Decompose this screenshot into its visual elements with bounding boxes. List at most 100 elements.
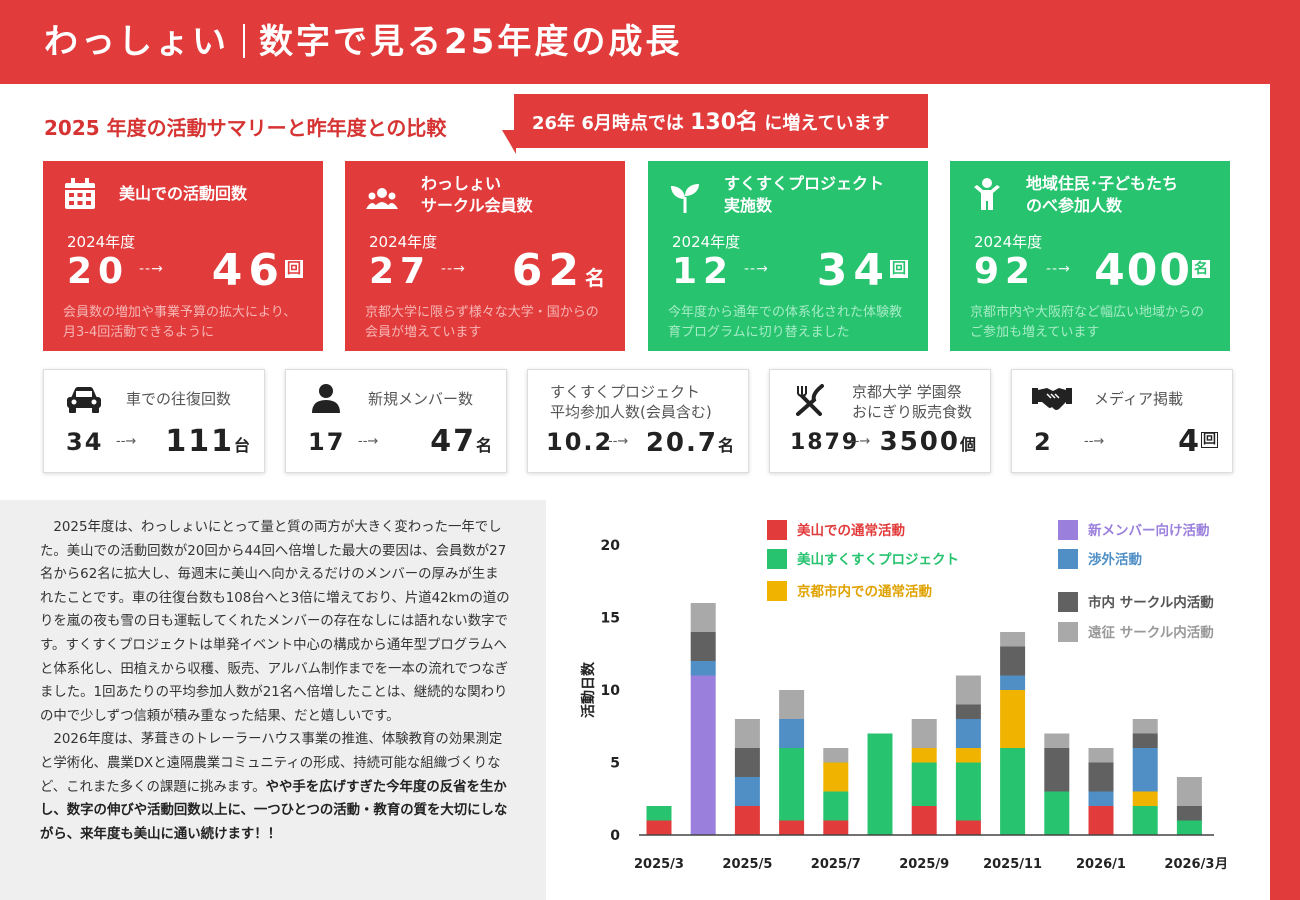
- x-tick-label: 2026/1: [1076, 857, 1126, 872]
- banner-prefix: 26年 6月時点では: [532, 113, 684, 134]
- card-unit: 名: [585, 266, 605, 290]
- legend-label: 市内 サークル内活動: [1088, 594, 1214, 611]
- card-unit: 回: [890, 260, 908, 278]
- bar-segment: [911, 719, 937, 748]
- card-from-value: 27: [369, 251, 432, 292]
- bar-segment: [734, 777, 760, 806]
- card-description: 京都市内や大阪府など幅広い地域からのご参加も増えています: [970, 305, 1205, 340]
- brand-name: わっしょい: [44, 22, 229, 62]
- bar-segment: [823, 791, 849, 821]
- card-title: すくすくプロジェクト 実施数: [724, 174, 885, 215]
- card-sukusuku-count: すくすくプロジェクト 実施数 2024年度 12 --→ 34 回 今年度から通年…: [648, 161, 928, 351]
- stat-unit: 名: [475, 436, 492, 455]
- bar-segment: [1000, 675, 1026, 690]
- card-year: 2024年度: [67, 233, 136, 251]
- card-arrow: --→: [744, 261, 769, 277]
- stat-label: 車での往復回数: [126, 390, 232, 408]
- bar-segment: [1088, 806, 1114, 835]
- banner-tail: [502, 130, 516, 154]
- bar-segment: [646, 806, 672, 821]
- card-to-value: 46 回: [211, 245, 303, 296]
- bar-segment: [911, 806, 937, 835]
- legend-label: 美山すくすくプロジェクト: [797, 551, 959, 568]
- card-unit: 名: [1192, 260, 1210, 278]
- title-text: 数字で見る25年度の成長: [259, 22, 683, 62]
- bar-segment: [911, 748, 937, 763]
- card-title: わっしょい サークル会員数: [421, 174, 533, 215]
- stat-to-value: 111台: [165, 424, 250, 459]
- bar-segment: [1044, 733, 1070, 748]
- bar-segment: [1088, 762, 1114, 792]
- car-icon: [67, 387, 101, 413]
- bar-segment: [1176, 806, 1202, 821]
- summary-text-panel: 2025年度は、わっしょいにとって量と質の両方が大きく変わった一年でした。美山で…: [0, 500, 546, 900]
- bar-segment: [1176, 777, 1202, 806]
- bar-segment: [955, 719, 981, 748]
- stat-from-value: 34: [66, 428, 104, 456]
- bar-segment: [1000, 748, 1026, 835]
- stat-to-value: 20.7名: [645, 428, 734, 458]
- card-arrow: --→: [139, 261, 164, 277]
- card-year: 2024年度: [369, 233, 438, 251]
- legend-swatch: [1058, 520, 1078, 540]
- summary-paragraph-2-emphasis: やや手を広げすぎた今年度の反省を生かし、数字の伸びや活動回数以上に、一つひとつの…: [40, 779, 508, 842]
- stat-from-value: 2: [1034, 428, 1053, 456]
- stat-arrow: --→: [850, 434, 871, 449]
- legend-swatch: [767, 520, 787, 540]
- bar-segment: [1132, 733, 1158, 748]
- bar-segment: [955, 748, 981, 763]
- page-title: わっしょい 数字で見る25年度の成長: [44, 18, 682, 66]
- y-tick-label: 20: [601, 538, 621, 554]
- card-from-value: 12: [672, 251, 735, 292]
- stat-unit: 回: [1200, 431, 1218, 448]
- legend-label: 遠征 サークル内活動: [1088, 624, 1214, 641]
- stat-label: 京都大学 学園祭 おにぎり販売食数: [852, 383, 973, 421]
- legend-swatch: [1058, 622, 1078, 642]
- x-tick-label: 2026/3: [1164, 857, 1214, 872]
- calendar-icon: [65, 178, 95, 209]
- x-tick-label: 2025/7: [811, 857, 861, 872]
- card-year: 2024年度: [974, 233, 1043, 251]
- utensils-icon: [796, 384, 824, 416]
- bar-segment: [690, 603, 716, 632]
- y-tick-label: 10: [601, 683, 621, 699]
- bar-segment: [823, 748, 849, 763]
- bar-segment: [646, 820, 672, 835]
- bar-segment: [1000, 690, 1026, 748]
- stat-from-value: 17: [308, 428, 346, 456]
- bar-segment: [1132, 791, 1158, 806]
- legend-label: 美山での通常活動: [797, 522, 905, 539]
- stat-new-members: 新規メンバー数 17 --→ 47名: [285, 369, 507, 473]
- bar-segment: [1132, 748, 1158, 792]
- legend-label: 新メンバー向け活動: [1088, 522, 1210, 539]
- card-from-value: 92: [974, 251, 1037, 292]
- handshake-icon: [1032, 388, 1072, 410]
- stat-unit: 個: [959, 435, 976, 454]
- card-description: 会員数の増加や事業予算の拡大により、月3-4回活動できるように: [63, 305, 297, 340]
- stat-label: メディア掲載: [1094, 390, 1183, 408]
- bar-segment: [1132, 719, 1158, 734]
- card-members: わっしょい サークル会員数 2024年度 27 --→ 62名 京都大学に限らず…: [345, 161, 625, 351]
- card-from-value: 20: [67, 251, 130, 292]
- stat-label: すくすくプロジェクト 平均参加人数(会員含む): [550, 383, 712, 421]
- bar-segment: [1132, 806, 1158, 835]
- bar-segment: [955, 675, 981, 705]
- y-tick-label: 15: [601, 611, 620, 627]
- member-banner: 26年 6月時点では 130名 に増えています: [514, 94, 928, 148]
- stat-car-trips: 車での往復回数 34 --→ 111台: [43, 369, 265, 473]
- card-arrow: --→: [1046, 261, 1071, 277]
- stat-arrow: --→: [608, 434, 629, 449]
- right-accent-bar: [1270, 84, 1300, 900]
- y-axis-label: 活動日数: [580, 661, 597, 718]
- card-title: 美山での活動回数: [119, 184, 248, 203]
- activity-days-chart: 0 5 10 15 20 活動日数 2025/3 2025/5 2025/7 2025/9 2025…: [580, 520, 1228, 872]
- card-title: 地域住民･子どもたち のべ参加人数: [1026, 174, 1179, 215]
- card-description: 京都大学に限らず様々な大学・国からの会員が増えています: [365, 305, 599, 340]
- bar-segment: [690, 675, 716, 835]
- group-icon: [366, 188, 398, 209]
- bar-segment: [1044, 791, 1070, 835]
- bar-segment: [779, 820, 805, 835]
- x-tick-label: 2025/5: [722, 857, 772, 872]
